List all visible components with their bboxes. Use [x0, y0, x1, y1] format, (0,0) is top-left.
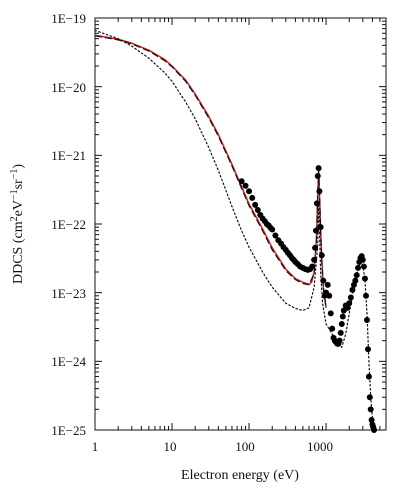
data-point: [364, 346, 371, 353]
data-point: [353, 272, 360, 279]
data-point: [337, 329, 344, 336]
y-tick-label-1e-20: 1E−20: [51, 80, 86, 95]
data-point: [246, 188, 253, 195]
data-point: [338, 320, 345, 327]
data-point: [327, 310, 334, 317]
y-tick-label-1e-19: 1E−19: [51, 11, 86, 26]
data-point: [336, 337, 343, 344]
y-tick-label-1e-21: 1E−21: [51, 148, 86, 163]
data-point: [364, 316, 370, 323]
data-point: [367, 406, 374, 413]
data-point: [359, 256, 366, 263]
series-line-solid: [94, 34, 327, 309]
data-point: [339, 313, 346, 320]
data-point: [318, 252, 325, 259]
data-point: [312, 244, 319, 251]
data-point: [366, 394, 373, 401]
plot-frame: [94, 17, 387, 431]
data-point: [326, 292, 333, 299]
data-point: [347, 294, 354, 301]
axis-ticks: [94, 17, 387, 431]
data-point: [363, 292, 369, 299]
data-point: [371, 427, 378, 433]
y-axis-label-part-2: eV: [11, 200, 26, 216]
data-point: [249, 194, 256, 201]
data-point: [238, 178, 245, 185]
data-point: [324, 281, 331, 288]
y-axis-label-part-1: DDCS (cm: [11, 221, 26, 284]
data-point: [352, 277, 359, 284]
data-point: [317, 224, 324, 231]
y-axis-label-part-4: ): [11, 164, 26, 169]
data-point: [314, 173, 321, 179]
data-point: [365, 373, 372, 380]
data-point: [368, 416, 375, 423]
x-tick-label-100: 100: [235, 439, 255, 454]
y-axis-label: DDCS (cm2eV−1sr−1): [9, 164, 26, 284]
data-point: [346, 300, 353, 307]
data-point: [316, 188, 323, 195]
x-axis-label: Electron energy (eV): [181, 468, 299, 483]
y-axis-label-sup-1: 2: [9, 216, 20, 221]
y-axis-label-part-3: sr: [11, 179, 26, 189]
x-tick-labels: 1 10 100 1000: [92, 439, 333, 454]
data-point: [349, 286, 356, 293]
data-point: [313, 200, 320, 207]
data-point: [242, 182, 249, 189]
x-tick-label-10: 10: [164, 439, 177, 454]
data-point: [355, 264, 362, 271]
data-point: [329, 325, 336, 332]
data-point: [269, 226, 276, 233]
y-tick-labels: 1E−25 1E−24 1E−23 1E−22 1E−21 1E−20 1E−1…: [51, 11, 86, 438]
x-tick-label-1: 1: [92, 439, 99, 454]
y-axis-label-sup-3: −1: [9, 169, 20, 180]
data-point: [312, 227, 319, 234]
y-axis-label-sup-2: −1: [9, 189, 20, 200]
data-point: [252, 201, 259, 208]
x-tick-label-1000: 1000: [307, 439, 333, 454]
data-point: [361, 275, 368, 282]
data-point: [311, 256, 318, 263]
y-tick-label-1e-24: 1E−24: [51, 354, 86, 369]
data-point: [309, 263, 316, 270]
series-markers: [238, 165, 378, 433]
y-tick-label-1e-22: 1E−22: [51, 217, 86, 232]
data-point: [320, 277, 327, 284]
y-tick-label-1e-25: 1E−25: [51, 423, 86, 438]
series-line-dotted: [94, 29, 375, 426]
series-layer: [94, 29, 378, 433]
series-line-dashed: [94, 35, 327, 308]
data-point: [315, 165, 322, 172]
y-tick-label-1e-23: 1E−23: [51, 286, 86, 301]
data-point: [272, 232, 279, 239]
data-point: [360, 263, 367, 270]
data-point: [344, 304, 351, 311]
data-point: [254, 206, 261, 213]
